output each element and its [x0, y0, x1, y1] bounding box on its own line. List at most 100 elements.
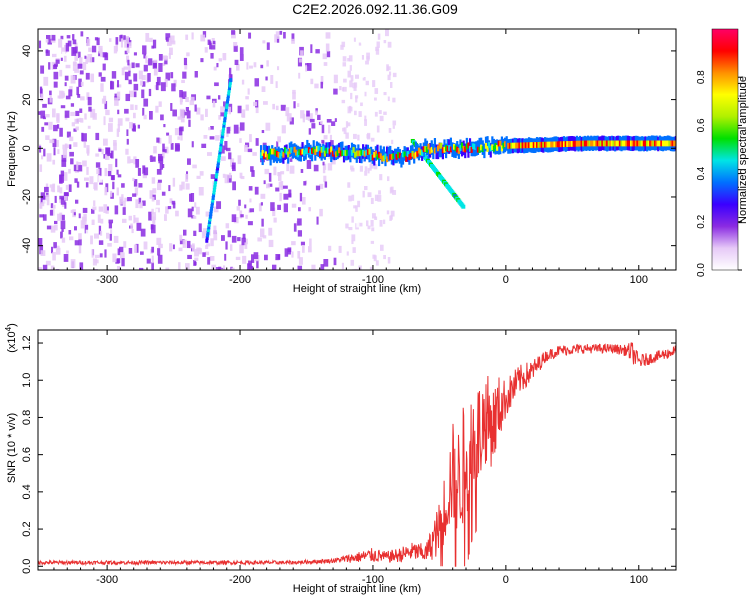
colorbar — [711, 28, 739, 271]
ridge-core-cell — [583, 140, 586, 147]
noise-cell — [100, 218, 104, 224]
ridge-core-cell — [416, 150, 419, 157]
snr-scale-exp: 4 — [4, 326, 13, 331]
ridge-core-cell — [429, 148, 432, 155]
sparse-noise-cell — [391, 139, 394, 145]
noise-cell — [45, 194, 50, 201]
noise-cell — [155, 82, 159, 91]
noise-cell — [70, 103, 75, 107]
noise-cell — [179, 184, 183, 191]
ridge-core-cell — [338, 147, 341, 154]
noise-cell — [180, 114, 185, 123]
noise-cell — [151, 246, 155, 253]
noise-cell — [287, 248, 291, 255]
noise-cell — [157, 179, 162, 183]
ridge-core-cell — [625, 140, 628, 147]
noise-cell — [198, 248, 202, 255]
sparse-noise-cell — [387, 41, 392, 48]
noise-cell — [137, 124, 141, 129]
noise-cell — [92, 258, 97, 266]
ridge-core-cell — [564, 141, 567, 147]
sparse-noise-cell — [342, 62, 347, 67]
noise-cell — [201, 231, 205, 239]
noise-cell — [100, 83, 104, 92]
noise-cell — [87, 96, 92, 106]
noise-cell — [65, 42, 70, 52]
noise-cell — [57, 149, 60, 155]
streak-cell — [222, 120, 226, 125]
spectrogram-xtick-label: 0 — [503, 274, 509, 286]
sparse-noise-cell — [351, 240, 354, 245]
noise-cell — [320, 120, 323, 125]
noise-cell — [210, 42, 216, 50]
sparse-noise-cell — [370, 212, 374, 218]
noise-cell — [148, 58, 153, 66]
sparse-noise-cell — [383, 255, 386, 260]
noise-cell — [77, 162, 82, 167]
noise-cell — [121, 67, 125, 76]
ridge-outer-cell — [266, 145, 269, 161]
ridge-core-cell — [279, 152, 282, 159]
noise-cell — [45, 183, 49, 189]
streak-cell — [221, 131, 225, 136]
noise-cell — [237, 105, 242, 114]
ridge-core-cell — [408, 154, 411, 161]
noise-cell — [55, 247, 61, 255]
ridge-core-cell — [365, 149, 368, 156]
noise-cell — [196, 247, 201, 252]
noise-cell — [44, 122, 49, 126]
ridge-core-cell — [532, 142, 535, 148]
ridge-outer-cell — [261, 150, 264, 166]
noise-cell — [283, 193, 289, 200]
ridge-core-cell — [446, 145, 449, 152]
sparse-noise-cell — [364, 119, 368, 126]
noise-cell — [62, 93, 66, 97]
noise-cell — [108, 219, 114, 224]
noise-cell — [249, 65, 253, 69]
spectrogram-frame — [37, 28, 677, 271]
noise-cell — [128, 248, 133, 254]
noise-cell — [59, 187, 63, 194]
noise-cell — [115, 37, 119, 45]
ridge-core-cell — [371, 154, 374, 161]
noise-cell — [308, 128, 311, 135]
noise-cell — [117, 248, 121, 256]
noise-cell — [98, 148, 102, 152]
snr-series-line — [38, 342, 676, 567]
noise-cell — [188, 244, 194, 249]
noise-cell — [55, 140, 59, 147]
noise-cell — [173, 79, 177, 87]
ridge-core-cell — [381, 155, 384, 162]
noise-cell — [205, 108, 208, 117]
noise-cell — [185, 183, 190, 190]
noise-cell — [51, 246, 54, 254]
sparse-noise-cell — [354, 82, 358, 88]
ridge-core-cell — [502, 142, 505, 149]
noise-cell — [135, 243, 139, 253]
ridge-core-cell — [405, 155, 408, 162]
ridge-core-cell — [669, 140, 673, 147]
sparse-noise-cell — [341, 99, 346, 104]
noise-cell — [300, 169, 304, 173]
noise-cell — [85, 229, 89, 235]
streak-cell — [224, 110, 228, 115]
noise-cell — [277, 136, 281, 143]
noise-cell — [64, 110, 70, 118]
sparse-noise-cell — [374, 88, 379, 94]
sparse-noise-cell — [387, 74, 391, 81]
noise-cell — [225, 241, 228, 250]
noise-cell — [149, 111, 153, 120]
sparse-noise-cell — [357, 200, 361, 208]
noise-cell — [98, 175, 103, 183]
ridge-core-cell — [460, 142, 464, 149]
noise-cell — [121, 194, 124, 202]
sparse-noise-cell — [362, 77, 366, 81]
noise-cell — [231, 214, 237, 223]
noise-cell — [126, 47, 130, 54]
spectrogram-ytick-label: 0 — [21, 145, 33, 151]
noise-cell — [323, 175, 327, 183]
noise-cell — [279, 30, 283, 35]
noise-cell — [157, 182, 162, 191]
streak-cell — [208, 214, 212, 219]
sparse-noise-cell — [357, 134, 360, 141]
